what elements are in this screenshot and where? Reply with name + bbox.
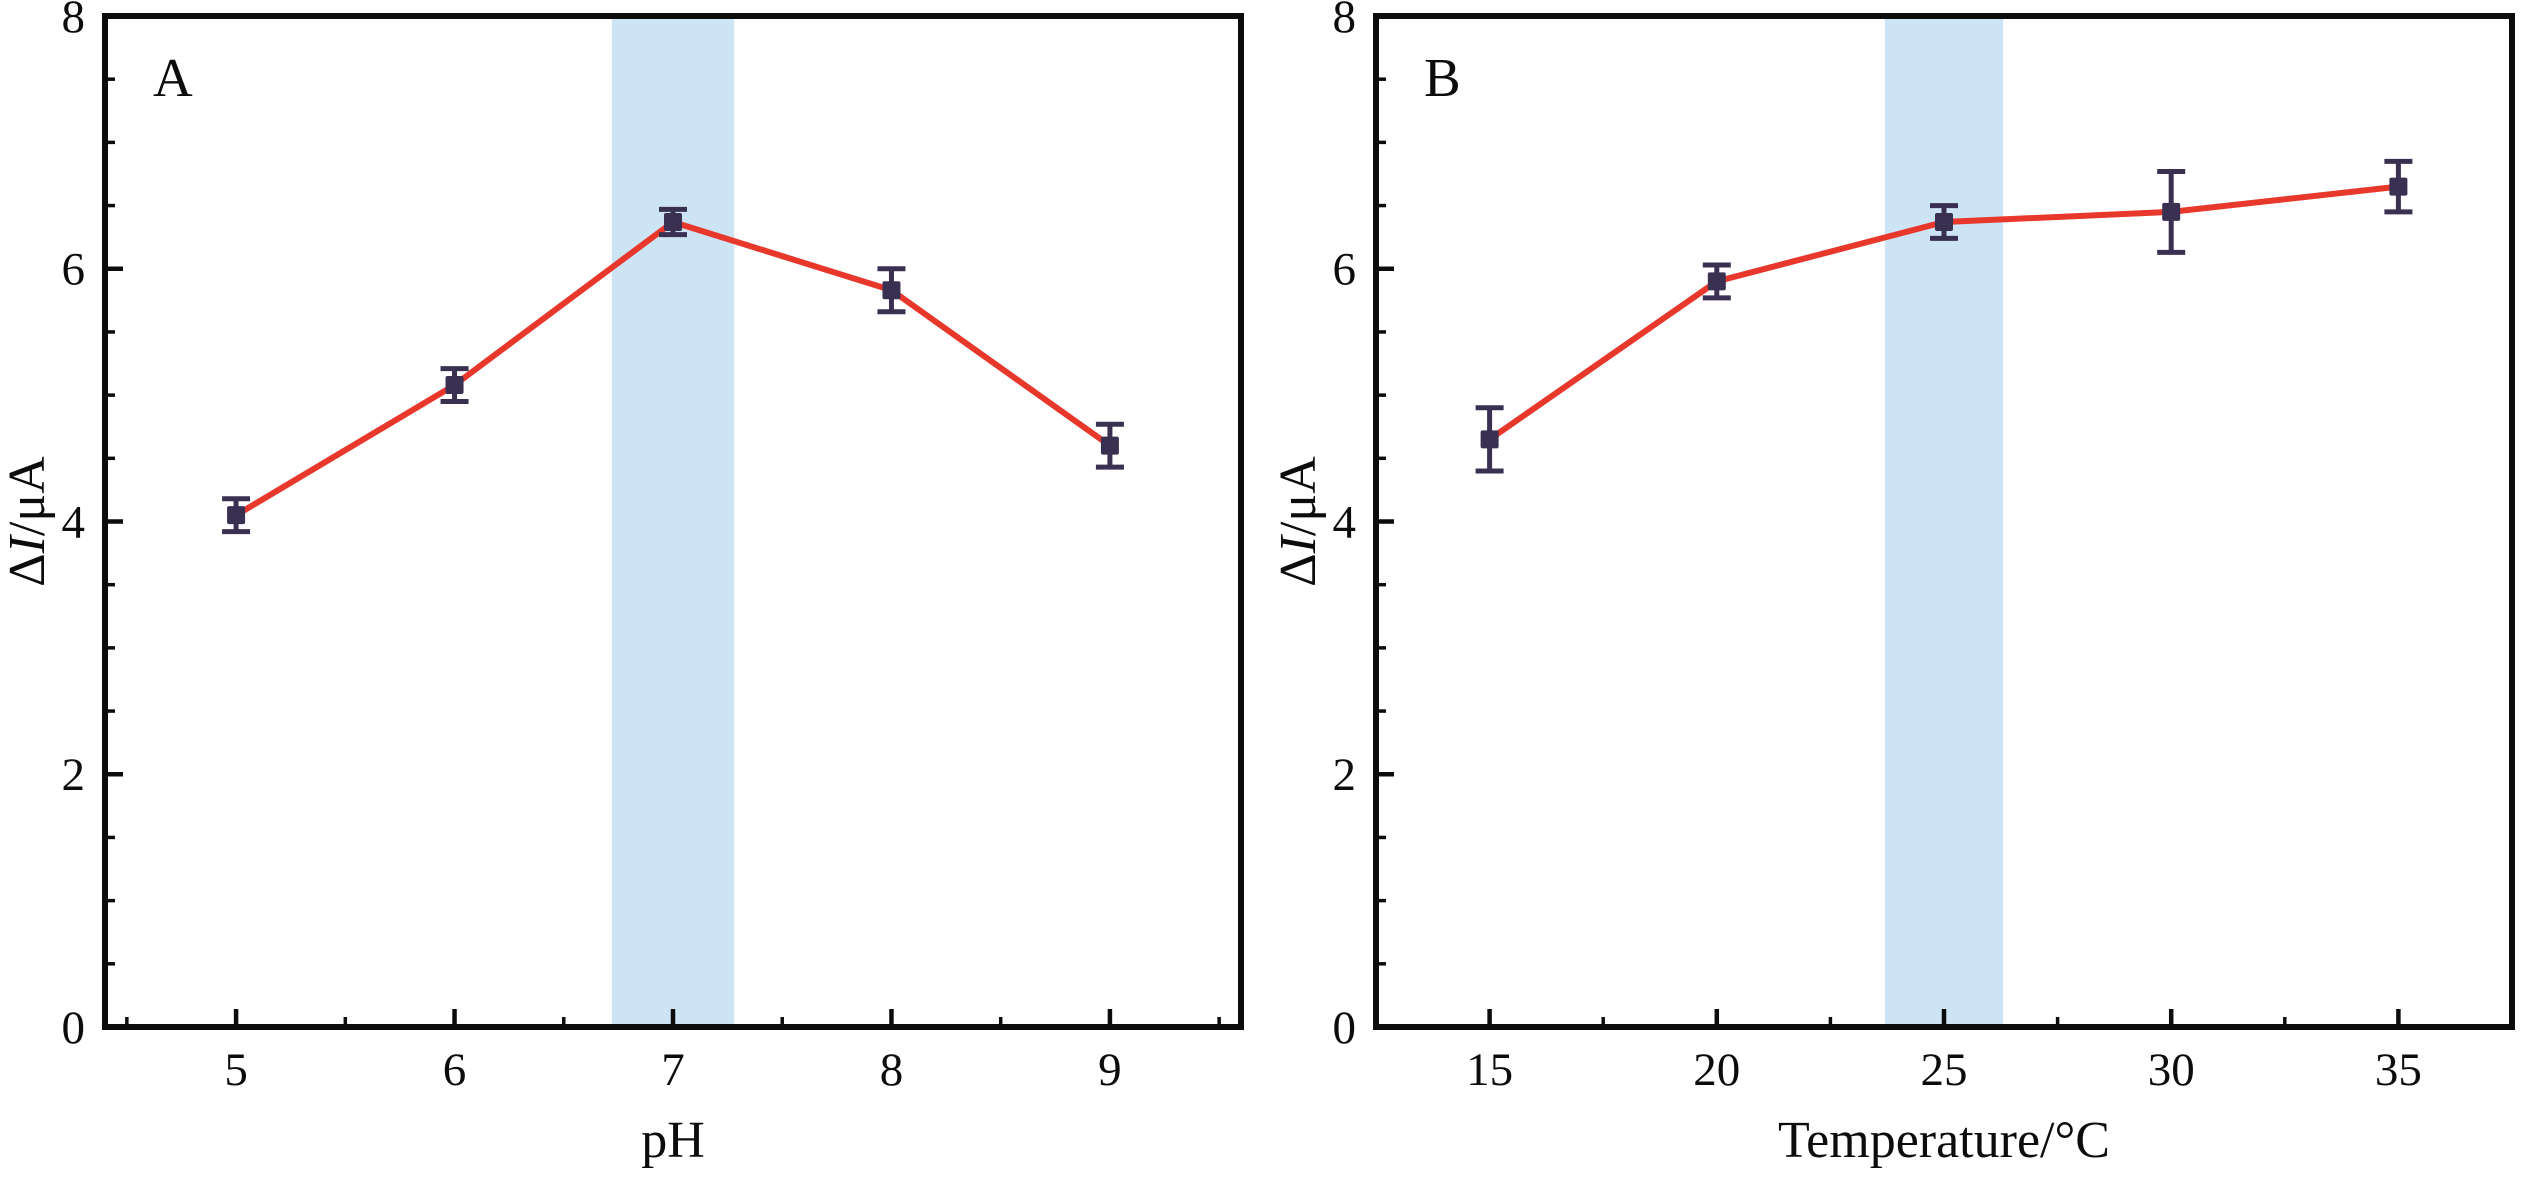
y-tick-label: 2 [1333,749,1357,801]
chart-panel-b: 15 20 25 30 35 0 2 4 6 8 B Temperature/°C ΔI/μA [1271,0,2542,1177]
highlight-band [1884,16,2004,1027]
data-marker [227,506,246,525]
x-axis-label: Temperature/°C [1778,1112,2110,1169]
data-marker [2389,177,2408,196]
y-tick-label: 8 [62,0,86,43]
data-marker [1480,430,1499,449]
data-marker [445,376,464,395]
y-tick-label: 8 [1333,0,1357,43]
x-tick-label: 35 [2375,1044,2422,1096]
y-tick-label: 0 [1333,1002,1357,1054]
plot-frame [1373,13,2515,1030]
y-tick-label: 4 [1333,496,1357,548]
data-marker [882,281,901,300]
plot-frame [102,13,1244,1030]
y-tick-label: 2 [62,749,86,801]
x-axis-label: pH [641,1112,705,1169]
x-tick-label: 30 [2148,1044,2195,1096]
x-tick-label: 9 [1098,1044,1122,1096]
x-tick-label: 7 [661,1044,685,1096]
chart-b-svg: 15 20 25 30 35 0 2 4 6 8 B Temperature/°C ΔI/μA [1271,0,2515,1169]
x-tick-label: 25 [1921,1044,1968,1096]
x-tick-label: 6 [443,1044,467,1096]
y-tick-label: 0 [62,1002,86,1054]
data-marker [1100,436,1119,455]
data-marker [1935,212,1953,231]
x-tick-label: 8 [880,1044,904,1096]
x-tick-label: 20 [1693,1044,1740,1096]
panel-letter: A [153,47,193,108]
y-tick-label: 6 [1333,244,1357,296]
data-marker [2162,202,2181,221]
x-tick-label: 5 [224,1044,248,1096]
highlight-band [611,16,735,1027]
chart-a-svg: 5 6 7 8 9 0 2 4 6 8 ApH ΔI/μA [0,0,1244,1169]
y-tick-label: 4 [62,496,86,548]
data-marker [1707,272,1726,291]
panel-letter: B [1424,47,1461,108]
y-axis-label: ΔI/μA [1271,456,1327,587]
x-tick-label: 15 [1466,1044,1513,1096]
y-tick-label: 6 [62,244,86,296]
y-axis-label: ΔI/μA [0,456,56,587]
data-marker [664,212,682,231]
